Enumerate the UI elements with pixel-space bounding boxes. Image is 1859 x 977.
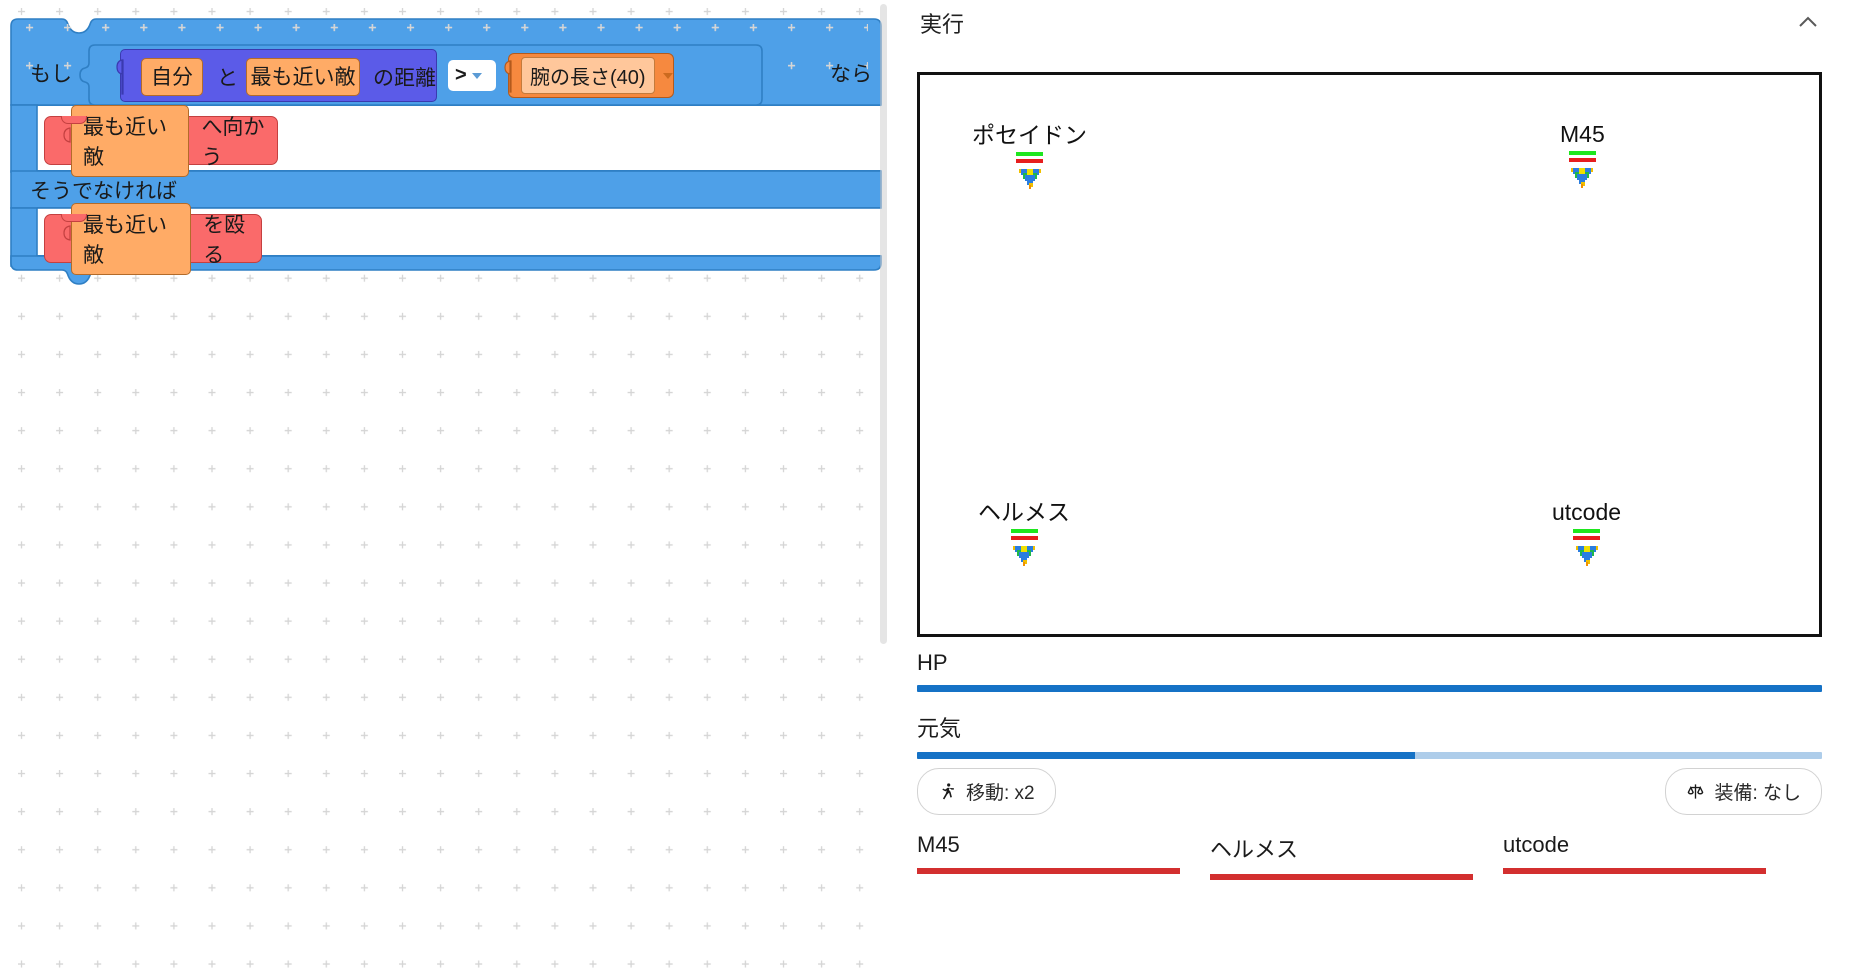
operand-b-label: 最も近い敵 [250,65,356,89]
operand-a-label: 自分 [151,65,193,89]
character-hp-bar [1010,529,1038,534]
equipment-chip[interactable]: 装備: なし [1665,768,1822,815]
character-hp-bar [1568,151,1596,156]
character-bars [1016,152,1043,165]
enemy-name: M45 [917,832,960,857]
block-notch [61,115,87,124]
block-notch [61,213,87,222]
character-hp-bar [1573,529,1601,534]
enemy-hp-fill [917,868,1180,874]
and-join-label: と [217,67,238,90]
character-sprite-icon [1018,168,1041,189]
else-keyword-label: そうでなければ [30,180,177,203]
statement-arg-notch [63,127,71,143]
character-name: utcode [1552,499,1622,525]
enemy-hp-track [917,868,1180,874]
then-keyword-label: なら [830,63,872,86]
value-block-notch [504,60,512,93]
equipment-chip-label: 装備: なし [1714,783,1801,804]
genki-stat-track [917,752,1822,759]
character-utcode[interactable]: utcode [1552,499,1622,568]
block-hit-nearest-enemy[interactable]: 最も近い敵 を殴る [44,202,262,275]
hp-stat-label: HP [917,650,948,675]
genki-stat-label: 元気 [917,716,962,741]
character-bars [1573,529,1601,542]
hp-stat-track [917,685,1822,692]
block-move-to-nearest-enemy[interactable]: 最も近い敵 へ向かう [44,104,278,177]
panel-header: 実行 [890,0,1859,46]
running-person-icon [938,782,957,801]
enemy-list: M45 ヘルメス utcode [917,832,1822,880]
character-name: ヘルメス [978,499,1070,525]
block-if-else[interactable]: もし なら そうでなければ 自分 と 最も近い敵 [8,16,888,285]
genki-stat-fill [917,752,1415,759]
character-bars [1010,529,1038,542]
enemy-hp-fill [1503,868,1766,874]
arm-length-label: 腕の長さ(40) [521,57,655,94]
chevron-up-icon[interactable] [1795,10,1821,36]
operand-b-socket[interactable]: 最も近い敵 [246,58,360,96]
blockly-workspace[interactable]: もし なら そうでなければ 自分 と 最も近い敵 [0,0,890,977]
chevron-down-icon [662,72,673,79]
character-hp-bar [1016,152,1043,157]
game-canvas[interactable]: ポセイドン M45 [917,72,1822,637]
hit-target-socket[interactable]: 最も近い敵 [71,202,192,275]
player-stats: HP 元気 [917,650,1822,778]
character-stamina-bar [1016,158,1043,163]
character-hermes[interactable]: ヘルメス [978,499,1070,568]
character-stamina-bar [1573,535,1601,540]
weapon-icon [1686,782,1705,801]
operand-a-socket[interactable]: 自分 [141,58,203,96]
character-poseidon[interactable]: ポセイドン [972,122,1087,191]
operator-dropdown[interactable]: > [448,60,496,91]
execution-panel: 実行 ポセイドン [890,0,1859,977]
block-arm-length-value[interactable]: 腕の長さ(40) [504,53,674,98]
character-sprite-icon [1571,167,1594,188]
enemy-hp-track [1503,868,1766,874]
character-name: M45 [1560,121,1605,147]
operator-label: > [455,64,467,86]
character-stamina-bar [1568,157,1596,162]
enemy-hp-fill [1210,874,1473,880]
enemy-hp-track [1210,874,1473,880]
character-stamina-bar [1010,535,1038,540]
distance-block-notch [116,59,124,95]
movement-chip[interactable]: 移動: x2 [917,768,1056,815]
character-sprite-icon [1575,545,1598,566]
block-distance-between[interactable]: 自分 と 最も近い敵 の距離 [116,49,437,102]
hp-stat-fill [917,685,1822,692]
enemy-entry[interactable]: ヘルメス [1210,832,1473,880]
character-bars [1568,151,1596,164]
enemy-entry[interactable]: M45 [917,832,1180,880]
character-name: ポセイドン [972,122,1087,148]
enemy-entry[interactable]: utcode [1503,832,1766,880]
enemy-name: ヘルメス [1210,837,1299,862]
chevron-down-icon [471,72,482,79]
ability-chips: 移動: x2 装備: なし [917,768,1822,815]
statement-arg-notch [63,225,71,241]
panel-title: 実行 [920,12,965,37]
workspace-scrollbar[interactable] [880,4,887,644]
movement-chip-label: 移動: x2 [966,783,1035,804]
move-verb-label: へ向かう [201,115,265,169]
character-sprite-icon [1013,545,1035,566]
hit-verb-label: を殴る [203,213,246,267]
enemy-name: utcode [1503,832,1570,857]
if-keyword-label: もし [30,63,72,86]
distance-suffix-label: の距離 [373,67,436,90]
move-target-socket[interactable]: 最も近い敵 [71,104,190,177]
character-m45[interactable]: M45 [1560,121,1605,190]
